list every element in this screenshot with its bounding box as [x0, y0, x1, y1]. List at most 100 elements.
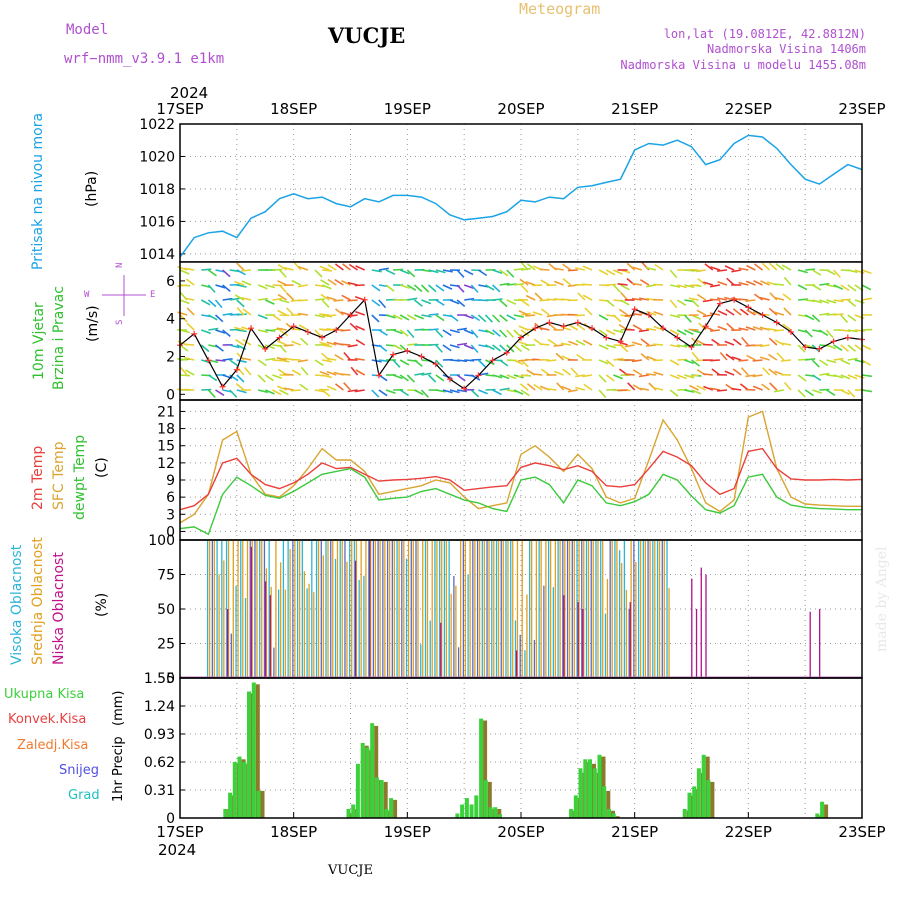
- wind-arrow: [520, 389, 530, 397]
- wind-arrow: [556, 382, 565, 391]
- wind-arrow: [229, 297, 240, 301]
- wind-arrow: [520, 299, 530, 307]
- wind-arrow: [598, 374, 607, 383]
- wind-arrow: [499, 329, 508, 338]
- wind-arrow: [499, 387, 510, 391]
- wind-speed-marker: [532, 325, 539, 332]
- wind-arrow: [624, 344, 635, 348]
- wind-arrow: [548, 322, 558, 331]
- wind-arrow: [726, 322, 735, 331]
- precip-total-bar: [389, 798, 394, 818]
- precip-total-bar: [493, 807, 498, 818]
- precip-total-bar: [464, 798, 469, 818]
- wind-arrow: [407, 297, 418, 301]
- wind-arrow: [631, 341, 643, 346]
- wind-speed-marker: [773, 319, 780, 326]
- wind-arrow: [513, 283, 524, 286]
- precip-total-bar: [706, 780, 711, 818]
- wind-arrow: [760, 280, 770, 286]
- x-tick-label-top: 23SEP: [838, 100, 885, 118]
- wind-arrow: [776, 352, 785, 361]
- wind-arrow: [574, 314, 585, 317]
- wind-arrow: [811, 269, 822, 276]
- wind-arrow: [215, 389, 225, 396]
- wind-arrow: [354, 357, 365, 361]
- wind-arrow: [506, 374, 517, 380]
- wind-arrow: [669, 359, 680, 366]
- wind-arrow: [533, 383, 543, 391]
- wind-arrow: [567, 269, 578, 272]
- wind-arrow: [314, 314, 325, 318]
- wind-arrow: [378, 329, 388, 336]
- wind-arrow: [298, 265, 309, 271]
- wind-arrow: [321, 359, 333, 363]
- wind-arrow: [478, 284, 489, 288]
- precip-total-bar: [455, 813, 460, 818]
- wind-arrow: [684, 359, 695, 365]
- wind-speed-marker: [418, 353, 425, 360]
- wind-arrow: [654, 263, 664, 271]
- wind-arrow: [539, 327, 550, 331]
- wind-arrow: [840, 298, 851, 301]
- x-tick-label-bottom: 19SEP: [384, 823, 431, 841]
- wind-arrow: [526, 263, 536, 271]
- wind-arrow: [456, 389, 468, 393]
- wind-arrow: [499, 314, 508, 322]
- wind-arrow: [773, 311, 785, 316]
- wind-arrow: [347, 344, 358, 348]
- wind-speed-marker: [347, 311, 354, 318]
- wind-arrow: [582, 374, 593, 378]
- wind-arrow: [554, 280, 564, 286]
- wind-arrow: [371, 299, 381, 307]
- wind-speed-marker: [375, 372, 382, 379]
- precip-total-bar: [701, 754, 706, 818]
- temperature-ytick-label: 18: [157, 422, 175, 438]
- wind-arrow: [277, 293, 288, 301]
- wind-arrow: [724, 370, 735, 376]
- wind-arrow: [570, 367, 579, 376]
- wind-arrow: [840, 329, 851, 333]
- wind-arrow: [805, 268, 816, 271]
- wind-arrow: [355, 325, 366, 331]
- wind-arrow: [179, 374, 191, 377]
- wind-arrow: [276, 327, 287, 331]
- wind-arrow: [265, 329, 276, 332]
- wind-arrow: [773, 283, 784, 286]
- wind-arrow: [319, 341, 330, 346]
- precip-total-bar: [696, 768, 701, 818]
- wind-arrow: [326, 341, 337, 346]
- wind-arrow: [811, 284, 822, 291]
- precip-total-bar: [460, 804, 465, 818]
- clouds-ytick-label: 50: [157, 602, 175, 618]
- wind-arrow: [179, 299, 190, 305]
- wind-arrow: [645, 327, 657, 331]
- wind-arrow: [335, 308, 344, 316]
- precip-total-bar: [360, 743, 365, 818]
- precip-ytick-label: 0: [166, 811, 175, 827]
- wind-arrow: [215, 329, 226, 334]
- precip-conv-bar: [710, 781, 715, 818]
- wind-arrow: [653, 386, 664, 391]
- temp-ylabel-dewpt: dewpt Temp: [72, 435, 88, 520]
- wind-arrow: [631, 312, 642, 316]
- precip-conv-bar: [374, 725, 379, 818]
- wind-arrow: [783, 307, 792, 316]
- wind-arrow: [470, 314, 481, 322]
- precip-conv-bar: [260, 790, 265, 818]
- wind-arrow: [847, 329, 858, 333]
- wind-arrow: [724, 340, 735, 346]
- wind-arrow: [575, 339, 586, 346]
- wind-arrow: [392, 329, 403, 335]
- wind-arrow: [752, 374, 763, 378]
- wind-arrow: [676, 299, 687, 306]
- wind-arrow: [341, 279, 351, 286]
- wind-arrow: [297, 359, 309, 363]
- wind-arrow: [335, 383, 344, 391]
- cloud-ylabel-high: Visoka Oblacnost: [9, 544, 25, 665]
- wind-arrow: [200, 299, 211, 306]
- wind-arrow: [833, 344, 843, 351]
- wind-arrow: [257, 359, 267, 367]
- wind-arrow: [769, 292, 778, 301]
- year-bottom: 2024: [158, 841, 196, 859]
- wind-arrow: [619, 344, 629, 353]
